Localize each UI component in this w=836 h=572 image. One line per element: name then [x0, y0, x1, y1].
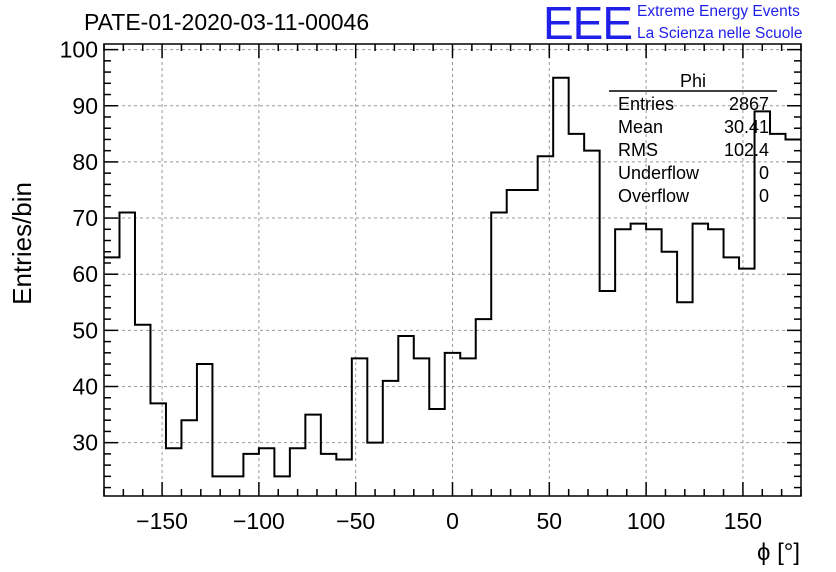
grid-lines — [104, 44, 801, 496]
x-tick-label: −150 — [136, 508, 188, 534]
y-tick-label: 30 — [72, 430, 98, 456]
y-tick-label: 40 — [72, 374, 98, 400]
stats-row-value: 0 — [759, 186, 769, 206]
y-axis-label: Entries/bin — [7, 182, 37, 305]
stats-row-value: 30.41 — [724, 117, 769, 137]
x-tick-label: 150 — [724, 508, 762, 534]
x-tick-label: 100 — [627, 508, 665, 534]
chart-title: PATE-01-2020-03-11-00046 — [84, 9, 370, 35]
x-axis-ticks: −150 −100 −50 0 50 100 150 — [103, 44, 802, 534]
x-tick-label: 50 — [537, 508, 563, 534]
x-tick-label: 0 — [446, 508, 459, 534]
stats-box-name: Phi — [680, 71, 706, 91]
stats-row-label: Overflow — [618, 186, 690, 206]
eee-logo: EEE — [543, 0, 633, 49]
stats-row-label: Mean — [618, 117, 663, 137]
logo-line-2: La Scienza nelle Scuole — [637, 25, 803, 42]
stats-row-label: Underflow — [618, 163, 700, 183]
stats-row-label: Entries — [618, 94, 674, 114]
histogram-line — [104, 76, 801, 478]
y-tick-label: 70 — [72, 205, 98, 231]
y-tick-label: 80 — [72, 149, 98, 175]
y-tick-label: 50 — [72, 317, 98, 343]
stats-box-rows: Entries 2867 Mean 30.41 RMS 102.4 Underflow 0 Ov… — [618, 94, 769, 206]
stats-row-value: 102.4 — [724, 140, 769, 160]
stats-row-value: 0 — [759, 163, 769, 183]
y-tick-label: 100 — [60, 37, 98, 63]
stats-row-value: 2867 — [729, 94, 769, 114]
logo-line-1: Extreme Energy Events — [637, 3, 800, 20]
stats-box: Phi Entries 2867 Mean 30.41 RMS 102.4 Underflo… — [609, 71, 777, 206]
y-tick-label: 60 — [72, 261, 98, 287]
y-axis-ticks: 30 40 50 60 70 80 90 100 — [60, 37, 801, 489]
x-tick-label: −100 — [233, 508, 285, 534]
x-tick-label: −50 — [336, 508, 375, 534]
y-tick-label: 90 — [72, 93, 98, 119]
stats-row-label: RMS — [618, 140, 658, 160]
x-axis-label: ϕ [°] — [757, 539, 800, 566]
